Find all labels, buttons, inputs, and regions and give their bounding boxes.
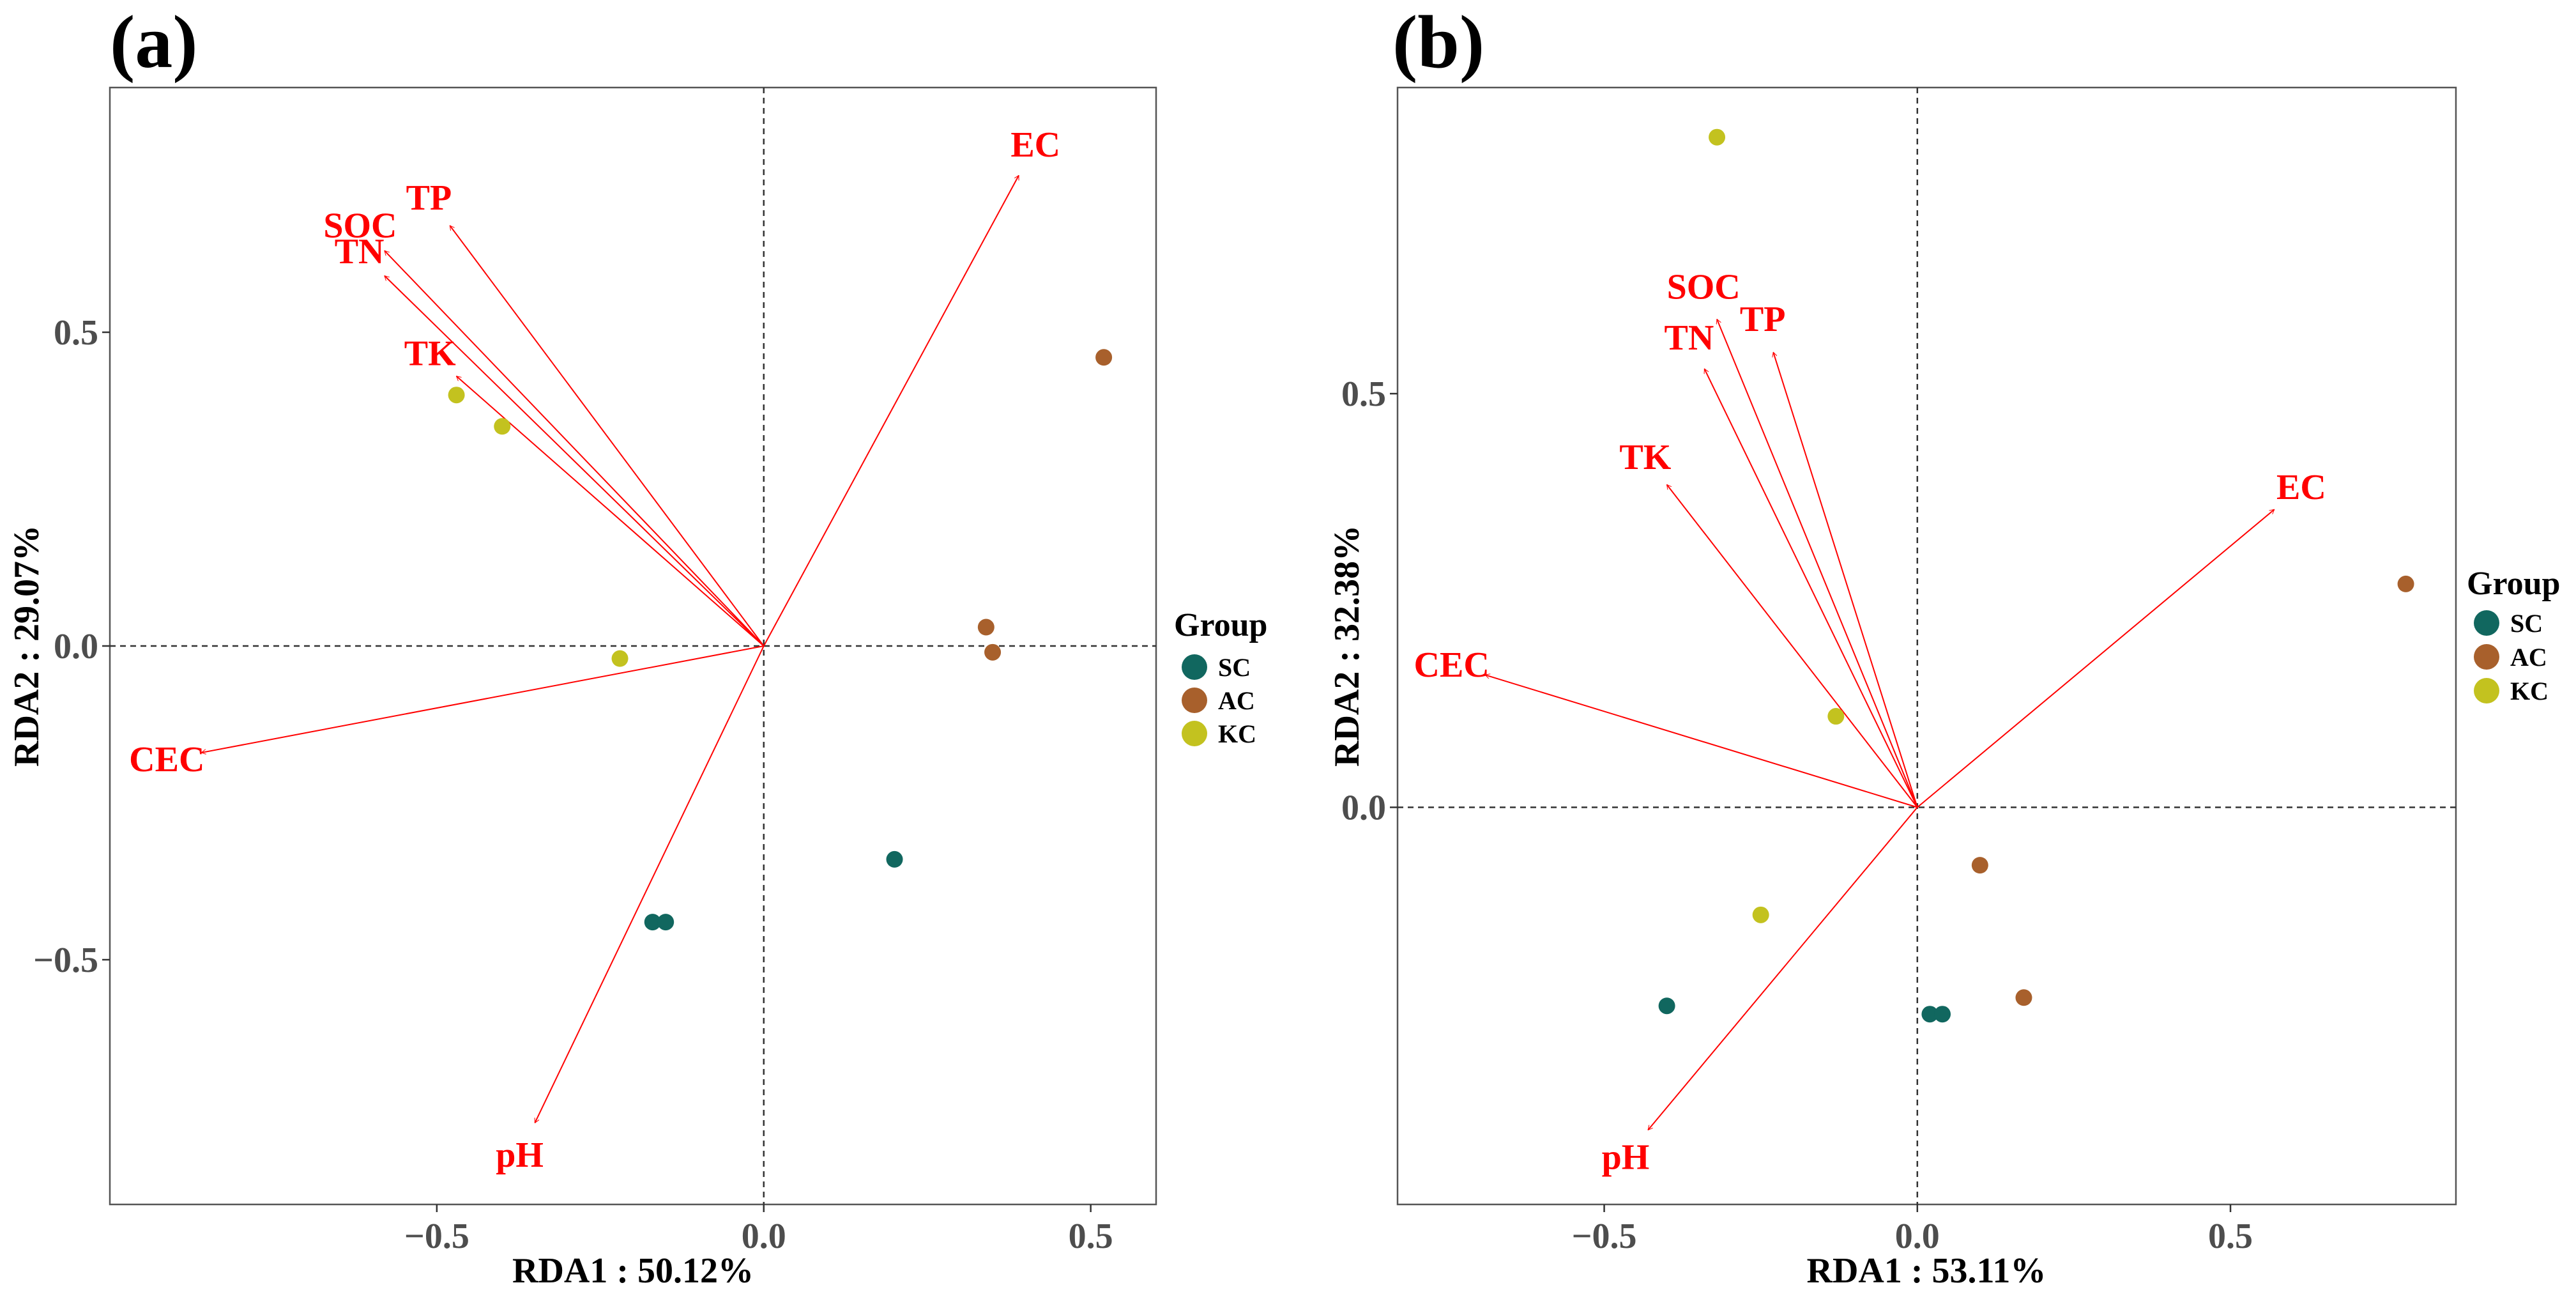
panel-a-point-ac	[1095, 349, 1113, 366]
panel-b-vector-soc	[1717, 319, 1918, 808]
panel-b-vector-label-soc: SOC	[1667, 268, 1741, 307]
panel-b-vector-label-tp: TP	[1740, 300, 1786, 339]
panel-a-y-tick-label: 0.0	[54, 627, 98, 666]
panel-a-point-sc	[657, 914, 674, 931]
panel-a-vector-soc	[385, 250, 765, 647]
panel-b-point-ac	[2397, 575, 2414, 592]
panel-b-point-ac	[1971, 857, 1988, 874]
panel-a-vector-tn	[385, 276, 765, 647]
panel-a-legend: Group SC AC KC	[1174, 607, 1267, 748]
panel-a-point-ac	[977, 619, 995, 636]
panel-a-x-axis-title: RDA1 : 50.12%	[512, 1251, 754, 1291]
panel-b-x-tick-label: 0.5	[2208, 1217, 2253, 1256]
panel-b-legend-key-sc	[2474, 610, 2499, 636]
panel-a-legend-label-sc: SC	[1218, 653, 1251, 682]
panel-b-vector-tn	[1703, 369, 1918, 808]
panel-a-vector-label-ph: pH	[496, 1135, 544, 1175]
panel-b-y-tick-label: 0.5	[1341, 374, 1386, 414]
panel-b-y-tick-label: 0.0	[1341, 788, 1386, 827]
panel-b-vector-label-ec: EC	[2276, 468, 2326, 507]
panel-a-legend-label-ac: AC	[1218, 686, 1255, 715]
panel-a-x-tick-label: 0.0	[742, 1217, 786, 1256]
panel-a-legend-key-kc	[1182, 721, 1207, 746]
panel-a-vector-label-tn: TN	[335, 232, 385, 272]
panel-b-legend-title: Group	[2467, 565, 2560, 602]
panel-b-plot-border	[1396, 86, 2457, 1206]
panel-b-x-axis-title: RDA1 : 53.11%	[1807, 1251, 2046, 1291]
panel-b-vector-cec	[1485, 675, 1918, 808]
panel-a-vector-label-tk: TK	[404, 334, 456, 373]
panel-a-vector-label-cec: CEC	[129, 740, 204, 780]
panel-b-point-kc	[1752, 906, 1769, 923]
panel-b-point-kc	[1827, 708, 1845, 725]
panel-a-x-tick-label: −0.5	[404, 1217, 469, 1256]
panel-b-x-tick-label: −0.5	[1572, 1217, 1637, 1256]
panel-b-vector-tp	[1773, 352, 1918, 808]
panel-a-legend-key-sc	[1182, 654, 1207, 680]
panel-b-legend-key-kc	[2474, 678, 2499, 703]
panel-a-legend-label-kc: KC	[1218, 719, 1256, 748]
panel-a-point-kc	[494, 418, 511, 435]
panel-a-vector-ph	[535, 645, 765, 1123]
panel-a-point-kc	[448, 387, 465, 404]
panel-b-x-tick-label: 0.0	[1895, 1217, 1940, 1256]
panel-a-vector-ec	[763, 175, 1019, 647]
panel-a-point-sc	[886, 850, 903, 868]
panel-a-vector-label-soc: SOC	[323, 206, 397, 246]
panel-a-y-axis-title: RDA2 : 29.07%	[7, 525, 47, 767]
panel-a-vector-tp	[449, 226, 765, 647]
panel-b-vector-ec	[1917, 509, 2275, 808]
panel-b-vector-ph	[1647, 806, 1918, 1130]
panel-a-label: (a)	[110, 0, 198, 84]
panel-a-point-sc	[644, 914, 661, 931]
panel-a-legend-key-ac	[1182, 688, 1207, 713]
panel-b-point-sc	[1921, 1006, 1939, 1023]
panel-b-y-axis-title: RDA2 : 32.38%	[1327, 525, 1367, 767]
panel-b-vector-label-ph: pH	[1602, 1138, 1650, 1178]
panel-a-y-tick-label: 0.5	[54, 313, 98, 353]
panel-b-point-sc	[1934, 1006, 1951, 1023]
panel-b-point-ac	[2015, 989, 2032, 1006]
panel-b-legend: Group SC AC KC	[2467, 565, 2560, 705]
panel-b-legend-label-ac: AC	[2510, 643, 2547, 672]
panel-b-vector-label-cec: CEC	[1414, 645, 1490, 685]
panel-a-x-tick-label: 0.5	[1069, 1217, 1113, 1256]
panel-b-vector-label-tn: TN	[1665, 318, 1714, 358]
panel-a-vector-cec	[201, 645, 764, 753]
panel-b-point-kc	[1709, 128, 1726, 146]
panel-b-legend-label-kc: KC	[2510, 677, 2549, 705]
panel-b-vector-label-tk: TK	[1619, 438, 1671, 477]
panel-b-vector-tk	[1666, 485, 1918, 808]
panel-a-point-ac	[984, 643, 1002, 661]
panel-b-legend-label-sc: SC	[2510, 609, 2543, 638]
panel-a-point-kc	[611, 650, 629, 667]
panel-b-point-sc	[1658, 997, 1675, 1015]
panel-a-legend-title: Group	[1174, 607, 1267, 643]
panel-a-vector-label-tp: TP	[406, 178, 452, 218]
panel-b-label: (b)	[1392, 0, 1484, 84]
panel-a-y-tick-label: −0.5	[33, 941, 98, 980]
panel-b-legend-key-ac	[2474, 644, 2499, 670]
panel-a-vector-label-ec: EC	[1010, 125, 1060, 165]
